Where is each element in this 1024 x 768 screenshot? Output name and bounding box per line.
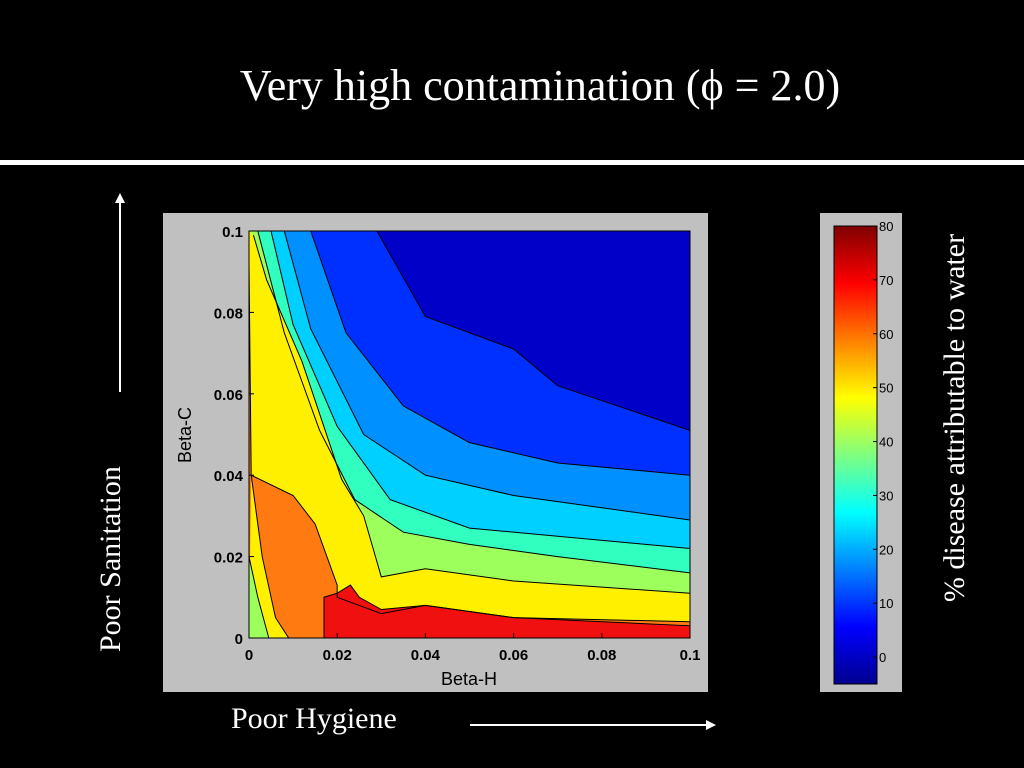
contour-line-5 (376, 230, 691, 431)
y-tick-label: 0.02 (214, 550, 243, 567)
contour-edge-band-50 (249, 475, 289, 638)
colorbar-title: % disease attributable to water (938, 233, 971, 603)
colorbar-tick-label: 60 (879, 327, 893, 342)
y-tick-label: 0.04 (214, 468, 244, 485)
y-tick-label: 0.06 (214, 387, 243, 404)
contour-line-40 (257, 230, 691, 574)
contour-edge-line-40 (248, 556, 270, 639)
contour-line-30 (270, 230, 691, 549)
x-axis-label: Beta-H (441, 669, 497, 689)
x-tick-label: 0.08 (587, 647, 616, 664)
contour-plot: 0 0.02 0.04 0.06 0.08 0.1 0 0.02 0.04 0.06 0.08 0.1… (175, 224, 701, 689)
colorbar-gradient (833, 225, 878, 685)
colorbar-tick-label: 80 (879, 219, 893, 234)
contour-band-50-60 (249, 231, 690, 638)
x-tick-label: 0.06 (499, 647, 528, 664)
poor-sanitation-label: Poor Sanitation (94, 466, 127, 652)
right-arrow-icon (706, 720, 716, 730)
contour-edge-band-40 (249, 556, 269, 638)
colorbar-panel: 80 70 60 50 40 30 20 10 0 (820, 213, 902, 692)
contour-line-10 (310, 230, 691, 476)
up-arrow-icon (115, 193, 125, 203)
x-tick-label: 0.1 (680, 647, 701, 664)
colorbar-tick-label: 40 (879, 435, 893, 450)
x-tick-label: 0 (245, 647, 253, 664)
title-divider (0, 160, 1024, 165)
y-tick-label: 0 (235, 631, 243, 648)
y-tick-label: 0.1 (222, 224, 243, 241)
contour-band-60-70 (249, 231, 690, 638)
y-axis-label: Beta-C (175, 407, 195, 463)
slide-title: Very high contamination (ϕ = 2.0) (239, 61, 841, 110)
contour-plot-panel: 0 0.02 0.04 0.06 0.08 0.1 0 0.02 0.04 0.06 0.08 0.1… (163, 213, 708, 692)
contour-line-50 (252, 234, 691, 594)
contour-band-70-80 (324, 585, 690, 638)
contour-edge-line-50 (250, 475, 290, 639)
colorbar-tick-label: 20 (879, 542, 893, 557)
colorbar-tick-label: 50 (879, 381, 893, 396)
colorbar-tick-label: 10 (879, 596, 893, 611)
plot-frame (248, 230, 691, 639)
contour-line-20 (283, 230, 691, 521)
x-tick-label: 0.04 (411, 647, 441, 664)
colorbar-tick-label: 30 (879, 488, 893, 503)
x-tick-label: 0.02 (323, 647, 352, 664)
colorbar: 80 70 60 50 40 30 20 10 0 (833, 219, 893, 685)
colorbar-tick-label: 70 (879, 273, 893, 288)
y-tick-label: 0.08 (214, 305, 243, 322)
colorbar-tick-label: 0 (879, 650, 886, 665)
poor-hygiene-label: Poor Hygiene (231, 702, 397, 735)
contour-line-70 (323, 584, 691, 638)
